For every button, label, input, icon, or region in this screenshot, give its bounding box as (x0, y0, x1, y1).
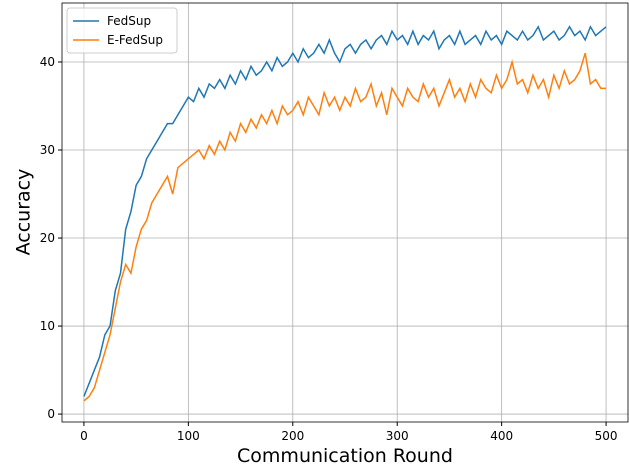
legend-label: E-FedSup (107, 33, 163, 47)
x-tick-label: 500 (595, 429, 618, 443)
plot-frame (61, 2, 629, 423)
y-axis-label: Accuracy (13, 169, 35, 256)
y-tick-label: 0 (47, 407, 55, 421)
x-tick-label: 400 (490, 429, 513, 443)
x-tick-label: 0 (80, 429, 88, 443)
series-line (83, 52, 607, 402)
x-axis-label: Communication Round (237, 445, 453, 467)
series-line (83, 25, 607, 397)
y-tick-label: 30 (40, 143, 55, 157)
legend-box (66, 7, 178, 54)
y-tick-label: 40 (40, 55, 55, 69)
y-tick-label: 10 (40, 319, 55, 333)
x-tick-label: 300 (386, 429, 409, 443)
y-tick-label: 20 (40, 231, 55, 245)
x-tick-label: 200 (281, 429, 304, 443)
x-tick-label: 100 (177, 429, 200, 443)
legend-label: FedSup (107, 14, 151, 28)
